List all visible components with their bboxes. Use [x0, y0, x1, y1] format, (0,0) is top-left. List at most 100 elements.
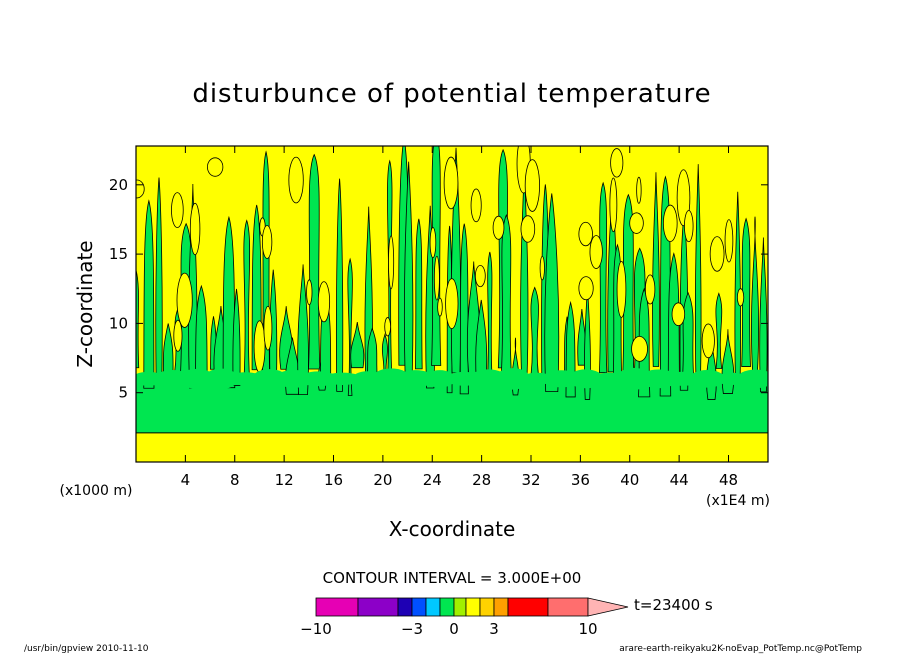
colorbar-segment	[479, 597, 495, 617]
negative-plume	[243, 219, 251, 382]
positive-blob	[474, 264, 486, 288]
time-label: t=23400 s	[634, 596, 713, 614]
negative-plume	[297, 264, 309, 396]
positive-blob	[644, 274, 656, 305]
band-bump	[372, 368, 411, 390]
positive-blob	[136, 179, 145, 199]
colorbar-segment	[411, 597, 427, 617]
colorbar-segment	[425, 597, 441, 617]
plot-frame	[135, 145, 769, 463]
positive-blob	[445, 278, 459, 330]
negative-plume	[415, 218, 423, 370]
x-axis-ticks: 4 8 12 16 20 24 28 32 36 40 44 48	[181, 146, 738, 489]
negative-plume	[681, 291, 695, 380]
x-tick-label: 40	[620, 471, 639, 489]
colorbar-segment	[507, 597, 549, 617]
negative-plume	[530, 286, 539, 377]
positive-blob	[384, 317, 391, 337]
negative-plume	[475, 299, 488, 382]
negative-plume	[715, 292, 723, 369]
negative-plume	[544, 193, 560, 393]
colorbar-extension	[587, 597, 629, 617]
positive-blob	[524, 159, 540, 212]
positive-blob	[470, 188, 482, 223]
colorbar-segment	[453, 597, 467, 617]
x-tick-label: 4	[181, 471, 191, 489]
negative-plume	[335, 178, 344, 392]
positive-blob	[433, 255, 440, 301]
negative-plume	[232, 288, 241, 386]
positive-blob	[317, 281, 331, 323]
x-tick-label: 12	[275, 471, 294, 489]
positive-blob	[288, 156, 304, 204]
colorbar-segment	[547, 597, 589, 617]
x-unit-left: (x1000 m)	[60, 483, 133, 499]
y-axis-label: Z-coordinate	[73, 240, 97, 367]
positive-blob	[261, 225, 273, 259]
x-tick-label: 48	[719, 471, 738, 489]
colorbar-segment	[439, 597, 455, 617]
negative-plume	[487, 251, 493, 378]
positive-blob	[724, 219, 734, 263]
positive-blob	[610, 148, 624, 178]
positive-blob	[578, 221, 593, 247]
band-bump	[204, 368, 239, 390]
colorbar-segment	[315, 597, 359, 617]
negative-plume	[162, 323, 174, 376]
x-tick-label: 16	[324, 471, 343, 489]
negative-plume	[366, 327, 378, 381]
positive-blob	[636, 176, 642, 204]
positive-blob	[701, 323, 715, 359]
colorbar-tick-label: −3	[401, 620, 423, 638]
y-tick-label: 15	[109, 245, 128, 263]
band-bump	[495, 368, 531, 390]
negative-plume	[759, 237, 768, 393]
positive-blob	[520, 215, 536, 243]
lower-positive-layer	[136, 432, 768, 462]
positive-blob	[306, 279, 313, 306]
x-tick-label: 36	[571, 471, 590, 489]
band-bump	[424, 370, 456, 388]
negative-plume	[734, 191, 742, 380]
positive-blob	[631, 335, 648, 362]
negative-plume	[308, 153, 321, 370]
positive-blob	[589, 235, 603, 269]
chart-title: disturbunce of potential temperature	[192, 79, 711, 109]
x-unit-right: (x1E4 m)	[706, 493, 770, 509]
negative-plume	[500, 214, 512, 374]
y-tick-label: 10	[109, 314, 128, 332]
band-bump	[322, 372, 363, 386]
positive-blob	[578, 276, 594, 301]
positive-blob	[173, 319, 183, 352]
x-axis-label: X-coordinate	[389, 517, 516, 541]
plot-area	[135, 145, 769, 463]
colorbar-segment	[357, 597, 399, 617]
x-tick-label: 28	[472, 471, 491, 489]
colorbar-segment	[493, 597, 509, 617]
negative-plume	[598, 181, 608, 374]
positive-blob	[388, 235, 395, 290]
positive-blob	[171, 192, 184, 229]
positive-blob	[616, 260, 627, 318]
x-tick-label: 32	[521, 471, 540, 489]
band-bump	[397, 370, 434, 388]
positive-blob	[263, 305, 273, 351]
positive-blob	[443, 156, 459, 210]
y-axis-ticks: 5 10 15 20	[109, 176, 768, 402]
negative-plume	[155, 177, 163, 378]
colorbar-tick-label: −10	[300, 620, 332, 638]
x-tick-label: 44	[670, 471, 689, 489]
positive-blob	[437, 297, 443, 317]
footer-left: /usr/bin/gpview 2010-11-10	[24, 644, 149, 654]
positive-blob	[189, 202, 201, 256]
positive-blob	[539, 255, 545, 281]
positive-blob	[736, 288, 745, 307]
band-bump	[736, 369, 768, 389]
positive-blob	[176, 272, 193, 328]
positive-blob	[684, 210, 694, 243]
positive-blob	[492, 215, 505, 240]
colorbar-tick-label: 0	[449, 620, 459, 638]
band-bump	[689, 370, 726, 388]
positive-blob	[253, 320, 266, 373]
